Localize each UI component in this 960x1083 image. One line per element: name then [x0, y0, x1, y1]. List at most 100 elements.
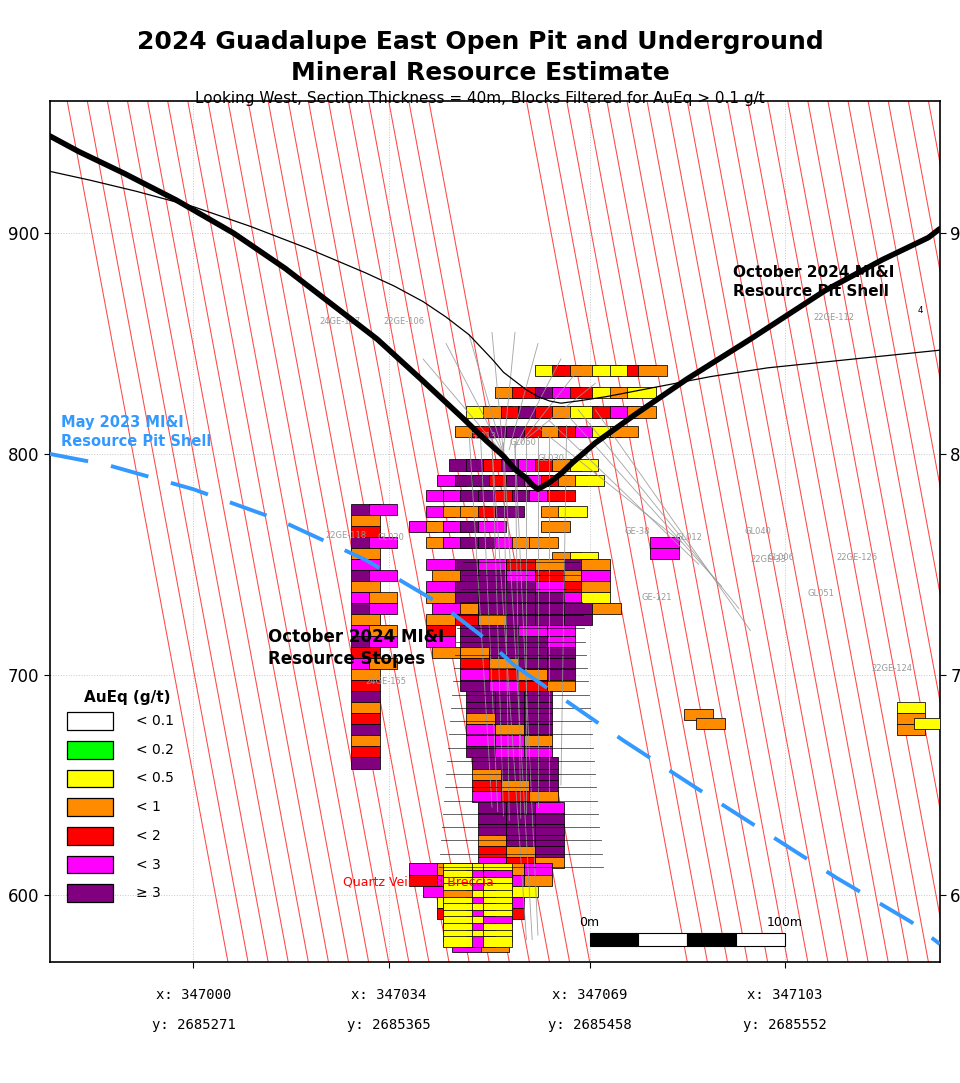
Bar	[472, 780, 500, 791]
Bar	[369, 603, 397, 614]
Bar	[564, 570, 592, 580]
Bar	[523, 475, 552, 486]
Text: < 3: < 3	[136, 858, 160, 872]
Bar	[461, 625, 490, 636]
Bar	[351, 636, 380, 648]
Bar	[535, 570, 564, 580]
Bar	[369, 592, 397, 603]
Bar	[506, 846, 535, 857]
Bar	[500, 406, 529, 418]
Bar	[472, 475, 500, 486]
Bar	[506, 559, 535, 570]
Bar	[369, 636, 397, 648]
Bar	[495, 387, 523, 397]
Bar	[478, 812, 506, 824]
Bar	[575, 475, 604, 486]
Text: y: 2685458: y: 2685458	[548, 1018, 632, 1032]
Bar	[490, 625, 517, 636]
Bar	[467, 691, 494, 702]
Bar	[506, 824, 535, 835]
Bar	[351, 514, 380, 525]
Bar	[546, 669, 575, 680]
Bar	[512, 491, 540, 501]
Bar	[461, 669, 490, 680]
Bar	[535, 459, 564, 470]
Bar	[569, 459, 598, 470]
Bar	[369, 625, 397, 636]
Bar	[461, 506, 490, 517]
Bar	[351, 570, 380, 580]
Bar	[484, 459, 512, 470]
Bar	[517, 669, 546, 680]
Text: Looking West, Section Thickness = 40m, Blocks Filtered for AuEq > 0.1 g/t: Looking West, Section Thickness = 40m, B…	[195, 91, 765, 106]
Bar	[506, 614, 535, 625]
Bar	[481, 886, 509, 897]
Bar	[490, 475, 517, 486]
Bar	[438, 874, 467, 886]
Text: 22GE-126: 22GE-126	[836, 553, 877, 562]
Bar	[467, 929, 494, 941]
Bar	[535, 857, 564, 867]
Bar	[490, 669, 517, 680]
Bar	[558, 427, 587, 438]
Bar	[687, 932, 736, 947]
Bar	[472, 427, 500, 438]
Text: 22GE-112: 22GE-112	[813, 313, 854, 322]
Bar	[481, 941, 509, 952]
Text: 0m: 0m	[580, 915, 600, 928]
Bar	[409, 863, 438, 874]
Bar	[467, 884, 494, 895]
Bar	[438, 475, 467, 486]
Bar	[449, 614, 478, 625]
Bar	[523, 691, 552, 702]
Bar	[478, 570, 506, 580]
Bar	[535, 801, 564, 812]
Bar	[426, 580, 455, 592]
Bar	[569, 387, 598, 397]
Bar	[67, 827, 113, 845]
Bar	[495, 691, 523, 702]
Bar	[461, 658, 490, 669]
Bar	[506, 801, 535, 812]
Bar	[535, 835, 564, 846]
Bar	[444, 537, 472, 548]
Bar	[627, 406, 656, 418]
Bar	[736, 932, 785, 947]
Bar	[478, 846, 506, 857]
Bar	[546, 680, 575, 691]
Bar	[564, 614, 592, 625]
Bar	[351, 757, 380, 769]
Bar	[472, 791, 500, 801]
Bar	[426, 559, 455, 570]
Bar	[495, 863, 523, 874]
Bar	[449, 570, 478, 580]
Bar	[467, 916, 494, 927]
Text: x: 347069: x: 347069	[552, 988, 627, 1002]
Bar	[484, 937, 512, 948]
Bar	[523, 702, 552, 714]
Bar	[432, 603, 461, 614]
Bar	[467, 890, 494, 901]
Text: GL050: GL050	[509, 439, 536, 447]
Bar	[444, 937, 472, 948]
Bar	[409, 874, 438, 886]
Bar	[351, 537, 380, 548]
Bar	[369, 504, 397, 514]
Bar	[472, 757, 500, 769]
Bar	[523, 714, 552, 725]
Bar	[517, 648, 546, 658]
Text: 24GE-157: 24GE-157	[320, 317, 361, 326]
Bar	[535, 592, 564, 603]
Bar	[444, 863, 472, 874]
Bar	[351, 658, 380, 669]
Bar	[484, 903, 512, 914]
Bar	[351, 691, 380, 702]
Text: GL006: GL006	[768, 553, 795, 562]
Text: 100m: 100m	[767, 915, 803, 928]
Bar	[610, 387, 638, 397]
Bar	[506, 427, 535, 438]
Bar	[351, 580, 380, 592]
Bar	[564, 603, 592, 614]
Bar	[490, 658, 517, 669]
Bar	[467, 735, 494, 746]
